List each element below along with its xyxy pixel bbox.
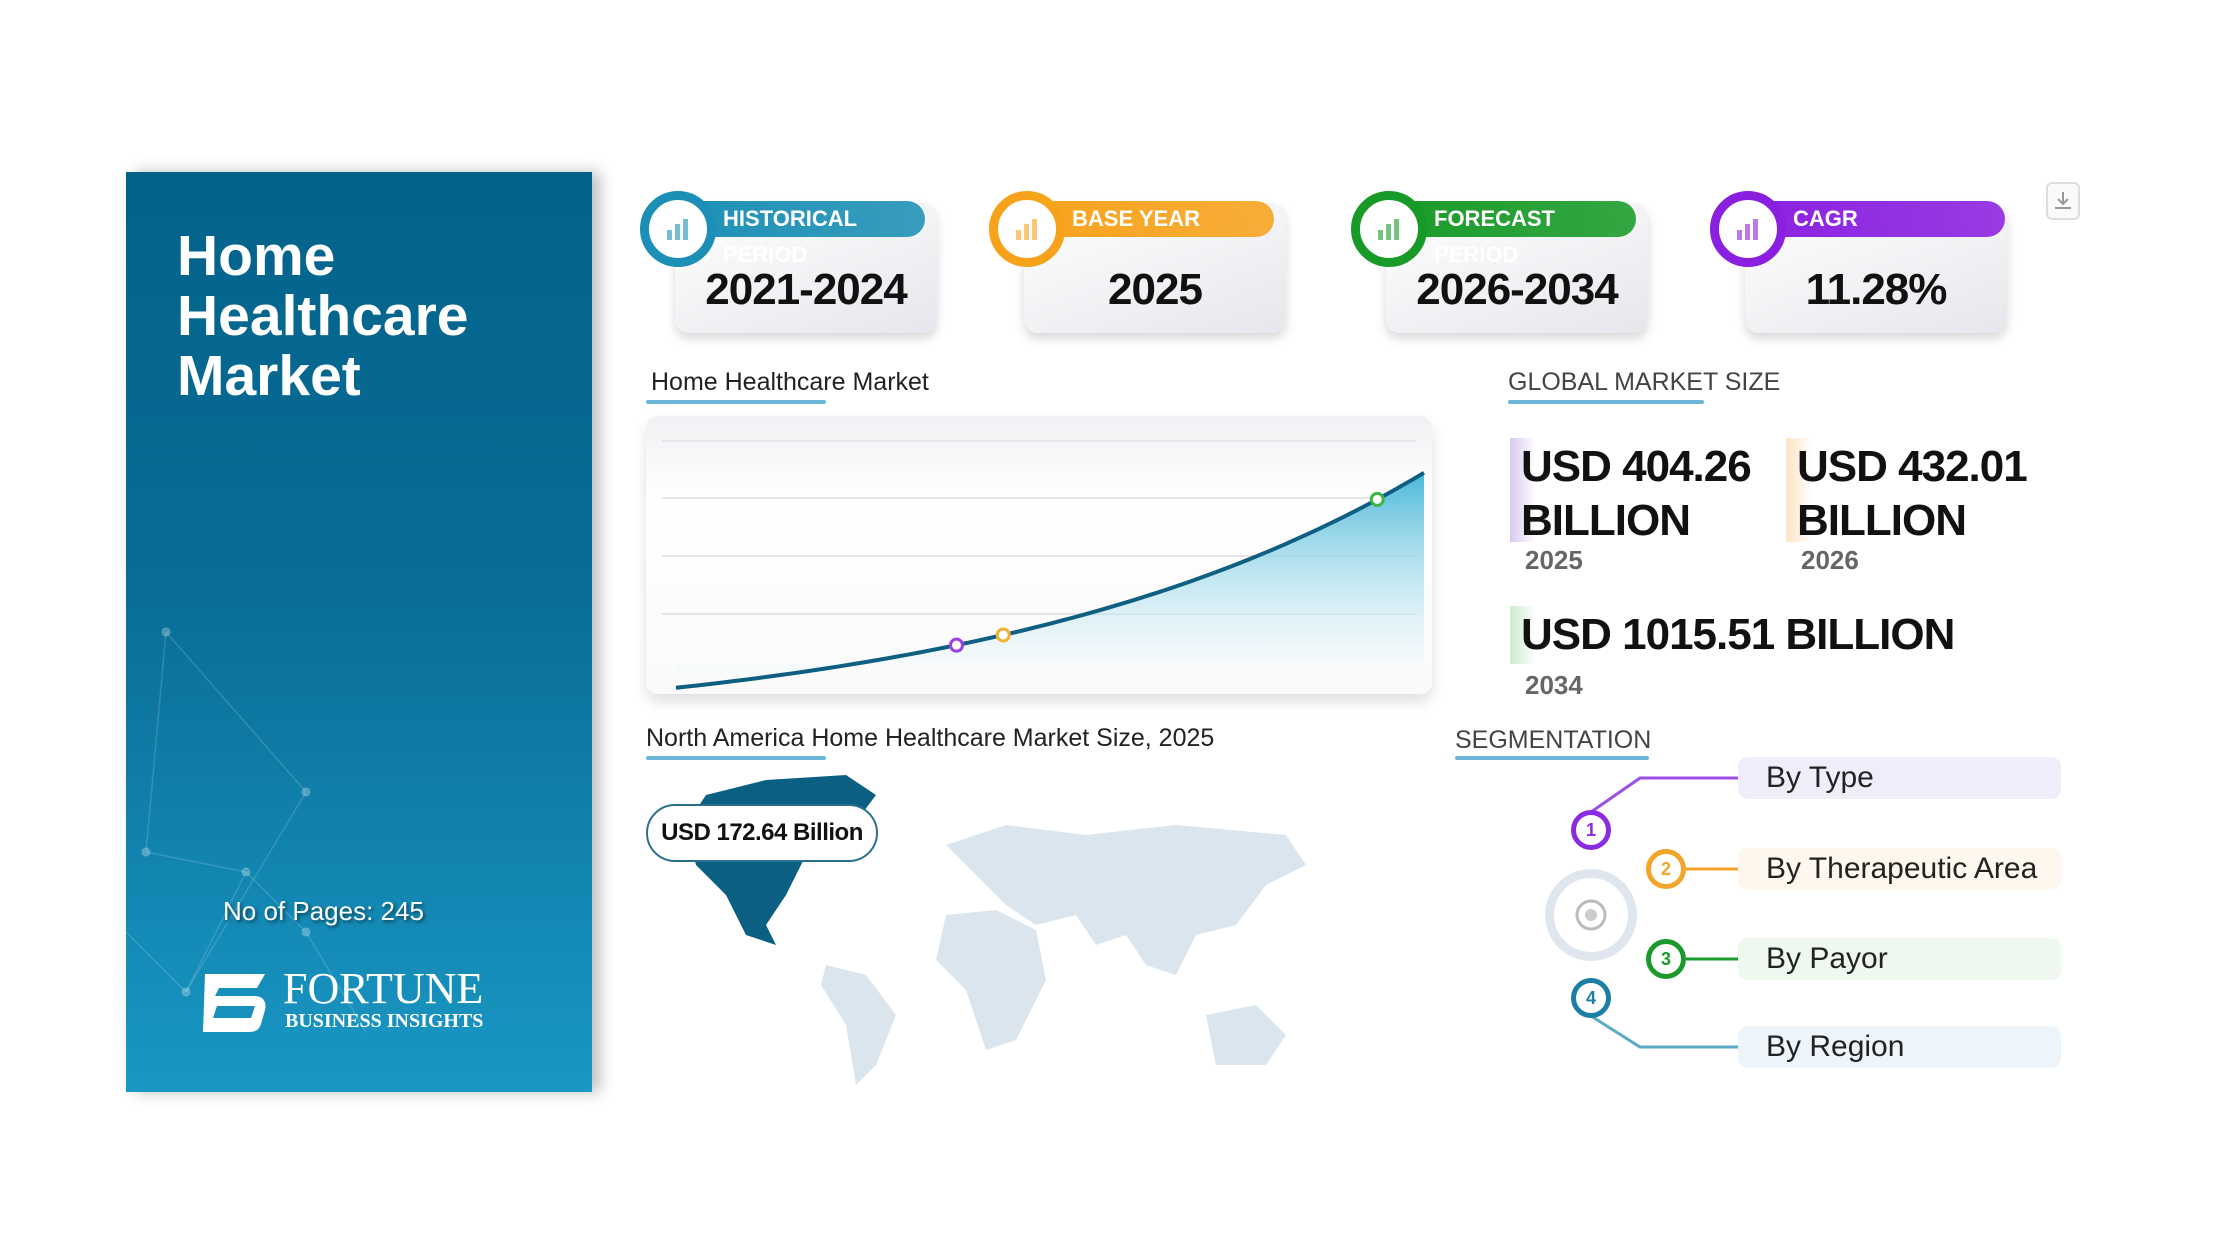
download-icon — [2055, 192, 2071, 209]
logo-subtext: BUSINESS INSIGHTS — [285, 1010, 484, 1032]
segment-item[interactable]: By Payor — [1738, 938, 2061, 980]
region-callout: USD 172.64 Billion — [646, 804, 878, 862]
market-chart — [646, 416, 1432, 694]
year-label: 2026 — [1801, 545, 1859, 575]
accent-bar-2025 — [1510, 438, 1536, 542]
segment-item[interactable]: By Therapeutic Area — [1738, 848, 2061, 890]
stat-value: 11.28% — [1805, 265, 1948, 314]
series-line — [675, 471, 1426, 690]
accent-bar-2026 — [1786, 438, 1812, 542]
value-line: USD 432.01 — [1797, 442, 2028, 491]
map-australia — [1206, 1005, 1286, 1065]
segmentation-title: SEGMENTATION — [1455, 726, 1652, 754]
segment-number: 1 — [1571, 810, 1611, 850]
fortune-logo-mark — [203, 974, 266, 1032]
map-south-america — [821, 965, 896, 1085]
sidebar-panel: Home Healthcare Market No of Pages: 245 … — [126, 172, 592, 1092]
area-fill — [676, 472, 1424, 688]
bar-chart-icon — [667, 219, 688, 240]
target-icon — [1575, 899, 1607, 931]
stat-icon-ring — [989, 191, 1065, 267]
stat-value: 2021-2024 — [705, 265, 907, 314]
segment-item[interactable]: By Region — [1738, 1026, 2061, 1068]
title-underline — [646, 400, 826, 404]
calendar-icon — [1016, 219, 1037, 240]
stat-value: 2026-2034 — [1416, 265, 1618, 314]
market-value-2025: USD 404.26 BILLION — [1521, 440, 1752, 548]
segment-number: 2 — [1646, 849, 1686, 889]
logo-text: FORTUNE — [283, 964, 484, 1013]
segmentation-connectors — [1590, 776, 1738, 1049]
map-africa — [936, 910, 1046, 1050]
report-title: Home Healthcare Market — [177, 224, 469, 408]
data-point-2026 — [995, 627, 1011, 643]
page-count: No of Pages: 245 — [223, 896, 424, 926]
market-area-chart — [662, 440, 1426, 690]
data-point-2025 — [949, 637, 964, 653]
value-unit: BILLION — [1797, 496, 1967, 545]
title-underline — [1508, 400, 1704, 404]
network-pattern — [126, 627, 367, 1033]
accent-bar-2034 — [1510, 606, 1536, 664]
title-underline — [1455, 756, 1649, 760]
title-underline — [646, 756, 826, 760]
year-label: 2034 — [1525, 670, 1583, 700]
global-market-title: GLOBAL MARKET SIZE — [1508, 368, 1781, 396]
download-button[interactable] — [2046, 182, 2080, 220]
stat-icon-ring — [1351, 191, 1427, 267]
year-label: 2025 — [1525, 545, 1583, 575]
data-point-2034 — [1369, 491, 1385, 507]
forecast-chart-icon — [1378, 219, 1399, 240]
segmentation-hub — [1545, 869, 1637, 961]
segment-number: 4 — [1571, 978, 1611, 1018]
segment-number: 3 — [1646, 939, 1686, 979]
market-value-2026: USD 432.01 BILLION — [1797, 440, 2028, 548]
chart-title: Home Healthcare Market — [651, 368, 929, 396]
map-asia-europe — [946, 825, 1306, 975]
stat-icon-ring — [1710, 191, 1786, 267]
stat-icon-ring — [640, 191, 716, 267]
fortune-logo: FORTUNE BUSINESS INSIGHTS — [201, 964, 521, 1032]
segment-item[interactable]: By Type — [1738, 757, 2061, 799]
market-value-2034: USD 1015.51 BILLION — [1521, 610, 1955, 659]
value-line: USD 404.26 — [1521, 442, 1752, 491]
growth-chart-icon — [1737, 219, 1758, 240]
map-title: North America Home Healthcare Market Siz… — [646, 724, 1215, 752]
value-unit: BILLION — [1521, 496, 1691, 545]
stat-value: 2025 — [1108, 265, 1203, 314]
